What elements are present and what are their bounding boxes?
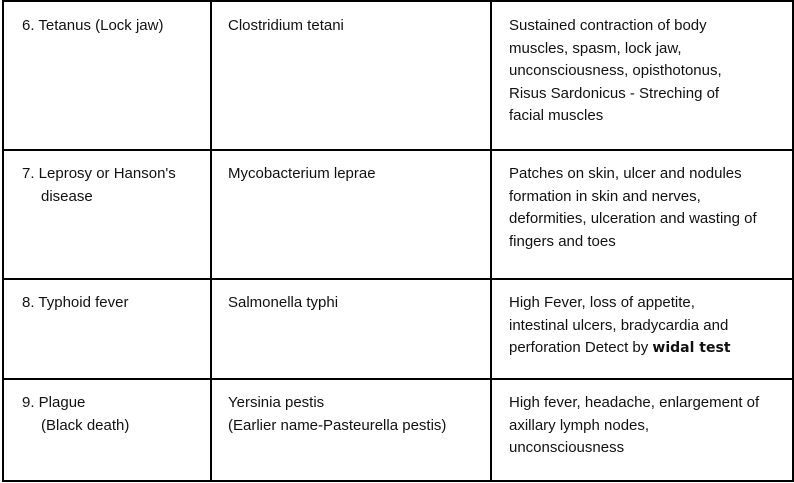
symptoms-text: fingers and toes — [509, 232, 616, 250]
disease-text: 9. Plague — [22, 394, 86, 411]
table-border-bottom — [3, 480, 793, 482]
bold-test-name: widal test — [652, 340, 731, 356]
pathogen-text: (Earlier name-Pasteurella pestis) — [228, 416, 447, 434]
symptoms-text: perforation Detect by — [509, 339, 653, 356]
table-border-top — [3, 0, 793, 2]
disease-text: disease — [41, 187, 93, 205]
symptoms-text: axillary lymph nodes, — [509, 416, 650, 434]
pathogen-cell: Mycobacterium leprae — [228, 163, 376, 186]
pathogen-text: Salmonella typhi — [228, 294, 339, 311]
symptoms-text: High fever, headache, enlargement of — [509, 394, 760, 411]
disease-cell: 7. Leprosy or Hanson's disease — [22, 163, 176, 208]
column-divider — [210, 0, 212, 482]
disease-text: (Black death) — [41, 416, 130, 434]
table-border-left — [2, 0, 4, 482]
pathogen-text: Clostridium tetani — [228, 17, 344, 34]
disease-text: 8. Typhoid fever — [22, 294, 129, 311]
row-divider — [3, 378, 793, 380]
symptoms-text: Patches on skin, ulcer and nodules — [509, 165, 742, 182]
symptoms-text: Sustained contraction of body — [509, 17, 707, 34]
symptoms-text: facial muscles — [509, 107, 604, 124]
column-divider — [490, 0, 492, 482]
row-divider — [3, 149, 793, 151]
pathogen-text: Mycobacterium leprae — [228, 165, 376, 182]
symptoms-text: formation in skin and nerves, — [509, 187, 701, 205]
symptoms-text: deformities, ulceration and wasting of — [509, 210, 757, 227]
symptoms-text: unconsciousness, opisthotonus, — [509, 62, 722, 79]
pathogen-cell: Yersinia pestis (Earlier name-Pasteurella… — [228, 392, 446, 437]
disease-cell: 8. Typhoid fever — [22, 292, 128, 315]
pathogen-cell: Salmonella typhi — [228, 292, 338, 315]
symptoms-text: unconsciousness — [509, 439, 625, 456]
row-divider — [3, 278, 793, 280]
symptoms-text: intestinal ulcers, bradycardia and — [509, 316, 729, 334]
disease-cell: 6. Tetanus (Lock jaw) — [22, 15, 163, 38]
disease-text: 7. Leprosy or Hanson's — [22, 165, 176, 182]
symptoms-text: muscles, spasm, lock jaw, — [509, 39, 682, 57]
symptoms-cell: Sustained contraction of body muscles, sp… — [509, 15, 722, 128]
symptoms-text: Risus Sardonicus - Streching of — [509, 84, 720, 102]
disease-cell: 9. Plague (Black death) — [22, 392, 129, 437]
symptoms-cell: High Fever, loss of appetite, intestinal … — [509, 292, 731, 360]
symptoms-cell: High fever, headache, enlargement of axil… — [509, 392, 759, 460]
pathogen-cell: Clostridium tetani — [228, 15, 344, 38]
symptoms-text: High Fever, loss of appetite, — [509, 294, 695, 311]
pathogen-text: Yersinia pestis — [228, 394, 325, 411]
disease-text: 6. Tetanus (Lock jaw) — [22, 17, 164, 34]
symptoms-cell: Patches on skin, ulcer and nodules format… — [509, 163, 757, 253]
table-border-right — [792, 0, 794, 482]
